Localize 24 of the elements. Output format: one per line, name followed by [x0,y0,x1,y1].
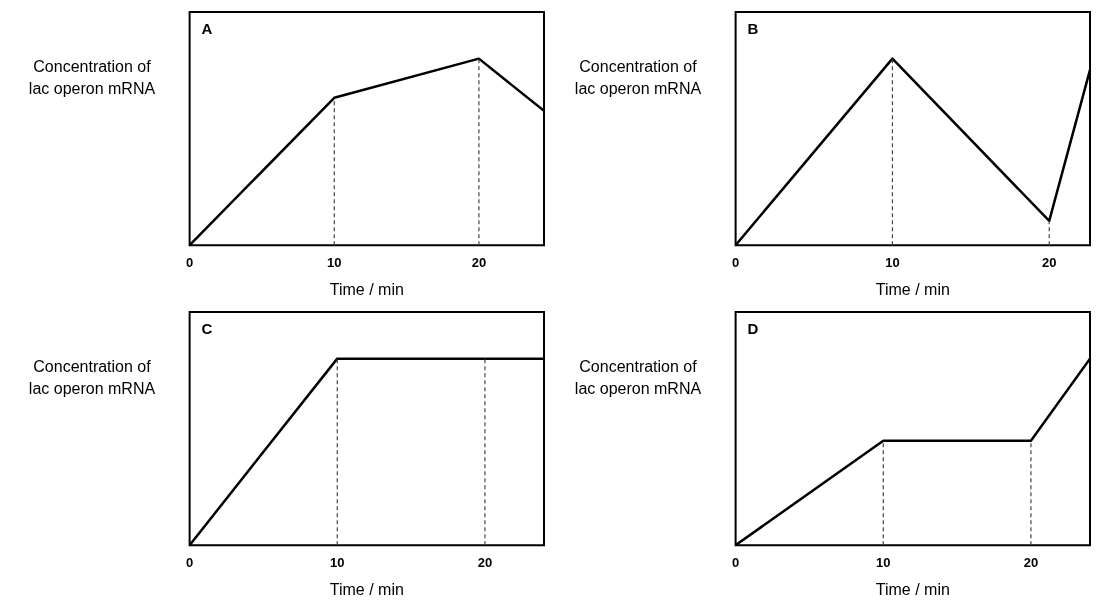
y-axis-title: Concentration of lac operon mRNA [573,57,703,99]
x-tick-label: 20 [471,254,487,270]
x-tick-label: 20 [1042,254,1057,270]
x-tick-label: 0 [186,554,194,570]
x-axis-title: Time / min [329,280,404,298]
x-tick-label: 0 [732,554,740,570]
x-tick-label: 10 [876,554,891,570]
x-tick-label: 10 [327,254,342,270]
y-axis-title: Concentration of lac operon mRNA [27,357,157,399]
y-axis-title: Concentration of lac operon mRNA [573,357,703,399]
text: D [747,319,759,337]
x-tick-label: 20 [477,554,493,570]
text: C [201,319,213,337]
x-tick-label: 10 [885,254,900,270]
x-tick-label: 20 [1023,554,1039,570]
text: A [201,19,213,37]
x-axis-title: Time / min [875,580,950,598]
x-tick-label: 0 [186,254,194,270]
y-axis-title: Concentration of lac operon mRNA [27,57,157,99]
x-axis-title: Time / min [875,280,950,298]
x-axis-title: Time / min [329,580,404,598]
x-tick-label: 10 [330,554,345,570]
text: B [747,19,759,37]
x-tick-label: 0 [732,254,740,270]
